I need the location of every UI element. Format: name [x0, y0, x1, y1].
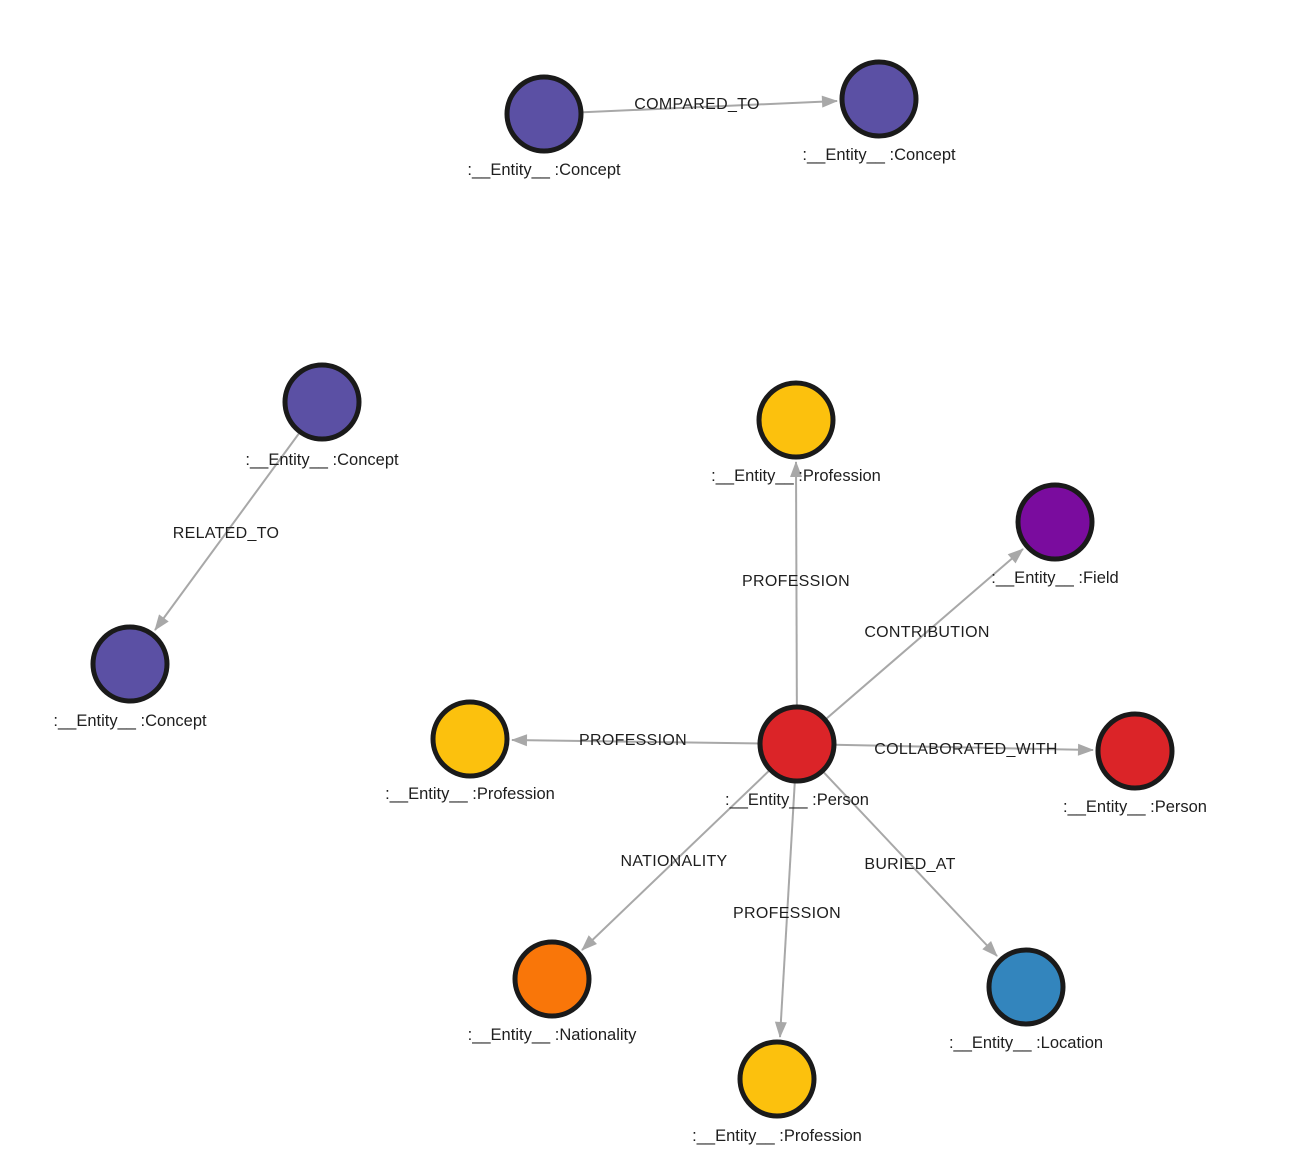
node-concept-d[interactable]	[90, 624, 170, 704]
node-person-center[interactable]	[757, 704, 837, 784]
edge-label-nationality[interactable]: NATIONALITY	[620, 853, 727, 870]
edge-related-to[interactable]	[154, 401, 323, 631]
node-label-field: :__Entity__ :Field	[991, 569, 1119, 587]
node-label-person-right: :__Entity__ :Person	[1063, 798, 1207, 816]
node-label-nationality: :__Entity__ :Nationality	[468, 1026, 638, 1044]
node-label-concept-c: :__Entity__ :Concept	[245, 451, 399, 469]
edge-label-profession-top[interactable]: PROFESSION	[742, 573, 850, 590]
node-label-profession-left: :__Entity__ :Profession	[385, 785, 555, 803]
node-profession-bottom[interactable]	[737, 1039, 817, 1119]
node-field[interactable]	[1015, 482, 1095, 562]
node-concept-b[interactable]	[839, 59, 919, 139]
node-location[interactable]	[986, 947, 1066, 1027]
node-label-person-center: :__Entity__ :Person	[725, 791, 869, 809]
node-labels: :__Entity__ :Concept :__Entity__ :Concep…	[53, 146, 1207, 1145]
edge-label-profession-bottom[interactable]: PROFESSION	[733, 905, 841, 922]
node-concept-c[interactable]	[282, 362, 362, 442]
edge-collaborated-with[interactable]	[796, 743, 1094, 756]
node-label-concept-a: :__Entity__ :Concept	[467, 161, 621, 179]
edge-compared-to[interactable]	[543, 95, 838, 115]
node-label-concept-d: :__Entity__ :Concept	[53, 712, 207, 730]
edge-label-compared-to[interactable]: COMPARED_TO	[634, 96, 759, 113]
node-label-profession-top: :__Entity__ :Profession	[711, 467, 881, 485]
edge-profession-top[interactable]	[790, 461, 803, 745]
node-nationality[interactable]	[512, 939, 592, 1019]
edge-label-collaborated-with[interactable]: COLLABORATED_WITH	[874, 741, 1058, 758]
node-label-location: :__Entity__ :Location	[949, 1034, 1103, 1052]
edge-label-profession-left[interactable]: PROFESSION	[579, 732, 687, 749]
edge-buried-at[interactable]	[796, 743, 998, 957]
edge-contribution[interactable]	[796, 548, 1024, 745]
node-label-concept-b: :__Entity__ :Concept	[802, 146, 956, 164]
nodes	[90, 59, 1175, 1119]
edge-nationality[interactable]	[581, 743, 798, 951]
node-profession-top[interactable]	[756, 380, 836, 460]
edge-lines	[154, 95, 1094, 1038]
node-profession-left[interactable]	[430, 699, 510, 779]
edge-label-contribution[interactable]: CONTRIBUTION	[864, 624, 989, 641]
edge-profession-left[interactable]	[511, 734, 798, 747]
edge-labels: COMPARED_TO RELATED_TO PROFESSION CONTRI…	[173, 96, 1058, 922]
node-person-right[interactable]	[1095, 711, 1175, 791]
edge-label-buried-at[interactable]: BURIED_AT	[864, 856, 955, 873]
node-concept-a[interactable]	[504, 74, 584, 154]
edge-profession-bottom[interactable]	[774, 743, 798, 1038]
node-label-profession-bottom: :__Entity__ :Profession	[692, 1127, 862, 1145]
edge-label-related-to[interactable]: RELATED_TO	[173, 525, 279, 542]
